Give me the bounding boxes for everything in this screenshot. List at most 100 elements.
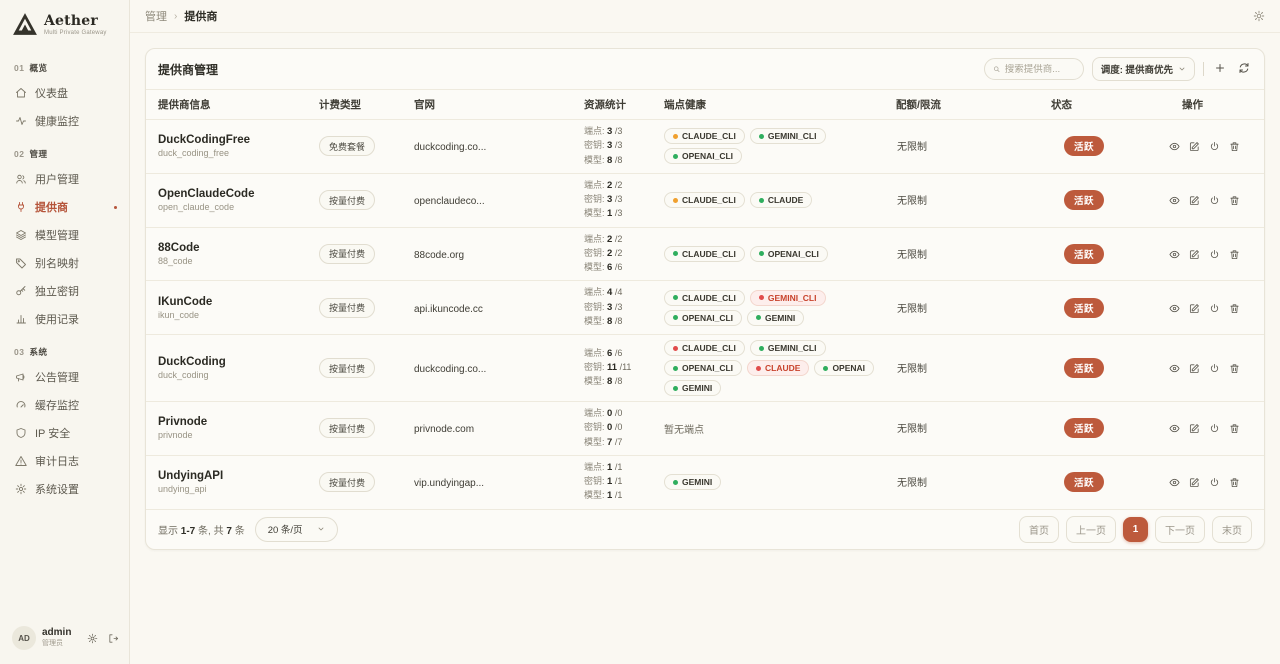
provider-code: duck_coding_free (158, 148, 230, 159)
schedule-dropdown[interactable]: 调度: 提供商优先 (1091, 57, 1195, 81)
resource-stat: 端点: 2 /2 (584, 233, 623, 245)
breadcrumb-separator-icon: › (174, 10, 178, 22)
sidebar-item-audit[interactable]: 审计日志 (12, 447, 119, 475)
toggle-power-button[interactable] (1208, 362, 1220, 374)
view-button[interactable] (1168, 194, 1180, 206)
first-page-button[interactable]: 首页 (1019, 515, 1059, 543)
sidebar-item-cache[interactable]: 缓存监控 (12, 391, 119, 419)
delete-button[interactable] (1228, 194, 1240, 206)
status-badge: 活跃 (1064, 243, 1105, 264)
per-page-select[interactable]: 20 条/页 (254, 516, 338, 542)
cache-icon (15, 399, 27, 411)
delete-button[interactable] (1228, 476, 1240, 488)
provider-website[interactable]: openclaudeco... (414, 196, 485, 208)
view-button[interactable] (1168, 476, 1180, 488)
pagination-bar: 显示 1-7 条, 共 7 条 20 条/页 首页 上一页 1 下一页 末页 (146, 508, 1264, 549)
table-row: DuckCoding duck_coding 按量付费 duckcoding.c… (146, 335, 1264, 402)
edit-button[interactable] (1188, 362, 1200, 374)
quota-label: 无限制 (897, 424, 927, 436)
sidebar-item-users[interactable]: 用户管理 (12, 165, 119, 193)
delete-button[interactable] (1228, 422, 1240, 434)
provider-website[interactable]: duckcoding.co... (414, 142, 487, 154)
sidebar-nav: 01 概览 仪表盘 健康监控 02 管理 用户管理 提供商 模型管理 (0, 45, 129, 616)
table-header-row: 提供商信息 计费类型 官网 资源统计 端点健康 配额/限流 状态 操作 (146, 90, 1264, 120)
provider-website[interactable]: duckcoding.co... (414, 364, 487, 375)
toggle-power-button[interactable] (1208, 476, 1220, 488)
sidebar-item-usage[interactable]: 使用记录 (12, 305, 119, 333)
sidebar-item-ipsecurity[interactable]: IP 安全 (12, 419, 119, 447)
column-header: 官网 (414, 99, 435, 111)
status-badge: 活跃 (1064, 358, 1105, 378)
search-input[interactable] (1004, 63, 1075, 75)
toggle-power-button[interactable] (1208, 194, 1220, 206)
provider-website[interactable]: privnode.com (414, 424, 475, 436)
status-badge: 活跃 (1064, 472, 1105, 493)
provider-website[interactable]: vip.undyingap... (414, 478, 485, 490)
toggle-power-button[interactable] (1208, 302, 1220, 314)
eye-icon (1169, 141, 1180, 152)
sidebar-item-label: 提供商 (35, 202, 68, 214)
health-badge-gemini_cli: GEMINI_CLI (749, 340, 826, 356)
gear-icon[interactable] (87, 633, 98, 644)
delete-button[interactable] (1228, 362, 1240, 374)
edit-button[interactable] (1188, 194, 1200, 206)
sidebar-item-key[interactable]: 独立密钥 (12, 277, 119, 305)
edit-button[interactable] (1188, 302, 1200, 314)
provider-website[interactable]: 88code.org (414, 249, 465, 261)
quota-label: 无限制 (897, 303, 927, 315)
delete-button[interactable] (1228, 248, 1240, 260)
prev-page-button[interactable]: 上一页 (1066, 515, 1116, 543)
table-row: IKunCode ikun_code 按量付费 api.ikuncode.cc … (146, 281, 1264, 335)
trash-icon (1229, 363, 1240, 374)
provider-website[interactable]: api.ikuncode.cc (414, 303, 483, 315)
trash-icon (1229, 141, 1240, 152)
sidebar-item-health[interactable]: 健康监控 (12, 107, 119, 135)
health-badge-openai_cli: OPENAI_CLI (664, 360, 743, 376)
toggle-power-button[interactable] (1208, 248, 1220, 260)
edit-button[interactable] (1188, 422, 1200, 434)
next-page-button[interactable]: 下一页 (1155, 515, 1205, 543)
theme-toggle-icon[interactable] (1253, 10, 1265, 22)
column-header: 资源统计 (584, 99, 626, 111)
toggle-power-button[interactable] (1208, 422, 1220, 434)
sidebar-item-provider[interactable]: 提供商 (12, 193, 119, 221)
view-button[interactable] (1168, 422, 1180, 434)
power-icon (1209, 363, 1220, 374)
sidebar-item-dashboard[interactable]: 仪表盘 (12, 79, 119, 107)
edit-button[interactable] (1188, 248, 1200, 260)
dashboard-icon (15, 87, 27, 99)
resource-stat: 模型: 1 /3 (584, 208, 623, 220)
billing-badge: 按量付费 (319, 243, 376, 264)
last-page-button[interactable]: 末页 (1212, 515, 1252, 543)
sidebar-item-label: 使用记录 (35, 314, 79, 326)
sidebar-item-models[interactable]: 模型管理 (12, 221, 119, 249)
edit-button[interactable] (1188, 140, 1200, 152)
quota-label: 无限制 (897, 196, 927, 208)
edit-button[interactable] (1188, 476, 1200, 488)
delete-button[interactable] (1228, 140, 1240, 152)
search-box[interactable] (983, 58, 1084, 80)
eye-icon (1169, 249, 1180, 260)
view-button[interactable] (1168, 362, 1180, 374)
add-provider-button[interactable] (1212, 61, 1228, 77)
column-header: 计费类型 (319, 99, 361, 111)
view-button[interactable] (1168, 302, 1180, 314)
logout-icon[interactable] (108, 633, 119, 644)
card-header: 提供商管理 调度: 提供商优先 (146, 49, 1264, 90)
sidebar-item-alias[interactable]: 别名映射 (12, 249, 119, 277)
power-icon (1209, 249, 1220, 260)
sidebar-item-label: 健康监控 (35, 116, 79, 128)
table-row: UndyingAPI undying_api 按量付费 vip.undyinga… (146, 456, 1264, 509)
view-button[interactable] (1168, 248, 1180, 260)
refresh-button[interactable] (1236, 61, 1252, 77)
sidebar-item-settings[interactable]: 系统设置 (12, 475, 119, 503)
sidebar-item-announce[interactable]: 公告管理 (12, 363, 119, 391)
delete-button[interactable] (1228, 302, 1240, 314)
page-title: 提供商管理 (158, 62, 219, 77)
breadcrumb-parent[interactable]: 管理 (145, 11, 167, 23)
resource-stat: 密钥: 11 /11 (584, 361, 632, 373)
user-role: 管理员 (42, 639, 63, 647)
page-1-page-button[interactable]: 1 (1123, 516, 1148, 542)
toggle-power-button[interactable] (1208, 140, 1220, 152)
view-button[interactable] (1168, 140, 1180, 152)
